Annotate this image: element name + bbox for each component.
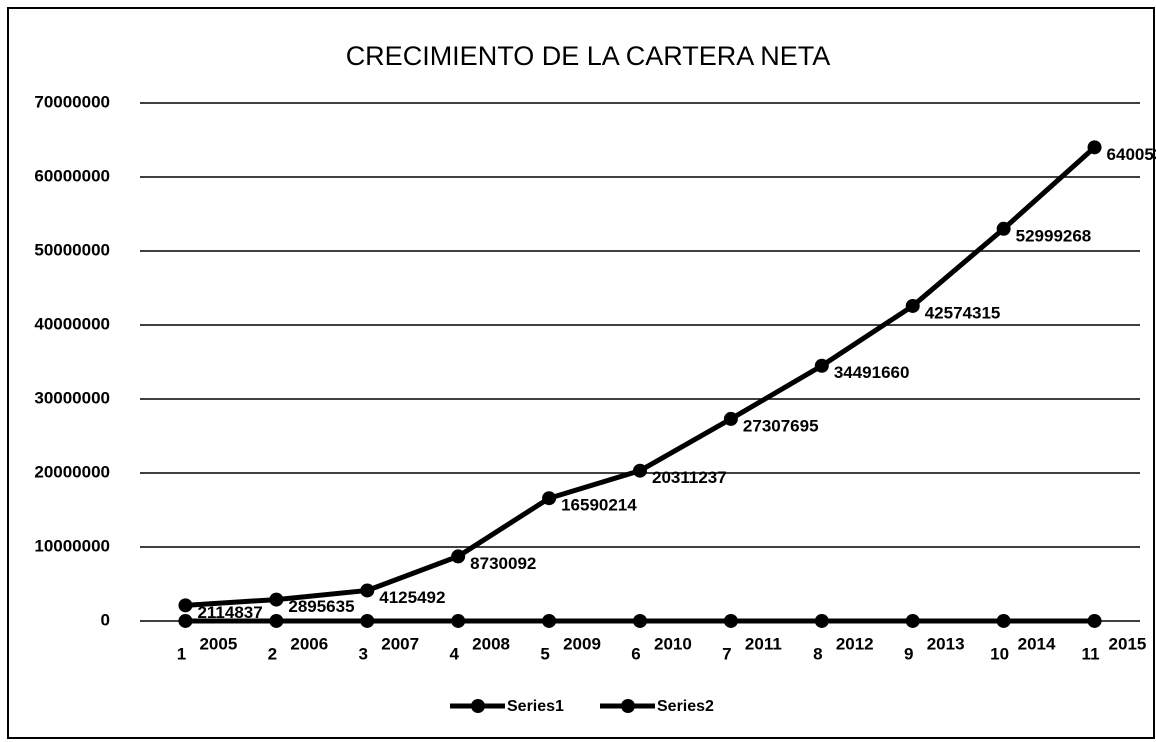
- x-tick-label: 8: [813, 644, 822, 663]
- data-label: 52999268: [1016, 226, 1092, 245]
- marker: [996, 613, 1011, 628]
- legend-label: Series1: [507, 698, 564, 715]
- x-tick-label: 11: [1082, 644, 1100, 663]
- marker: [178, 613, 193, 628]
- y-tick-label: 60000000: [34, 166, 110, 185]
- y-tick-label: 0: [101, 610, 110, 629]
- chart-title: CRECIMIENTO DE LA CARTERA NETA: [346, 41, 831, 71]
- marker: [542, 613, 557, 628]
- data-label: 4125492: [379, 588, 445, 607]
- legend-marker: [621, 699, 635, 713]
- marker: [269, 613, 284, 628]
- data-label: 2114837: [197, 603, 262, 622]
- marker: [360, 583, 375, 598]
- y-tick-label: 70000000: [34, 92, 110, 111]
- data-label: 2011: [745, 634, 782, 653]
- data-label: 8730092: [470, 554, 536, 573]
- x-tick-label: 1: [177, 644, 186, 663]
- x-tick-label: 9: [904, 644, 913, 663]
- data-label: 2009: [563, 634, 601, 653]
- data-label: 2895635: [288, 597, 354, 616]
- marker: [814, 358, 829, 373]
- marker: [451, 549, 466, 564]
- data-label: 20311237: [652, 468, 727, 487]
- marker: [633, 463, 647, 478]
- marker: [178, 598, 193, 613]
- data-label: 64005383: [1107, 145, 1156, 164]
- data-label: 27307695: [743, 416, 819, 435]
- legend-label: Series2: [657, 698, 714, 715]
- marker: [905, 613, 920, 628]
- marker: [905, 298, 920, 313]
- marker: [360, 613, 375, 628]
- marker: [451, 613, 466, 628]
- x-tick-label: 6: [631, 644, 640, 663]
- data-label: 2010: [654, 634, 692, 653]
- data-label: 2015: [1109, 634, 1147, 653]
- data-label: 2014: [1018, 634, 1056, 653]
- data-label: 2005: [199, 634, 237, 653]
- data-label: 16590214: [561, 496, 637, 515]
- x-tick-label: 3: [359, 644, 368, 663]
- x-tick-label: 10: [990, 644, 1009, 663]
- marker: [633, 613, 647, 628]
- data-label: 2008: [472, 634, 510, 653]
- legend-marker: [471, 699, 485, 713]
- x-tick-label: 5: [540, 644, 549, 663]
- marker: [723, 411, 738, 426]
- y-tick-label: 50000000: [34, 240, 110, 259]
- marker: [269, 592, 284, 607]
- marker: [1087, 140, 1102, 155]
- x-tick-label: 2: [268, 644, 277, 663]
- marker: [1087, 613, 1102, 628]
- y-tick-label: 20000000: [34, 462, 110, 481]
- marker: [996, 221, 1011, 236]
- y-tick-label: 40000000: [34, 314, 110, 333]
- chart-border: [7, 7, 1155, 739]
- data-label: 34491660: [834, 363, 910, 382]
- data-label: 2013: [927, 634, 965, 653]
- x-tick-label: 7: [722, 644, 731, 663]
- marker: [723, 613, 738, 628]
- data-label: 2012: [836, 634, 874, 653]
- data-label: 2007: [381, 634, 419, 653]
- y-tick-label: 10000000: [34, 536, 110, 555]
- data-label: 42574315: [925, 303, 1001, 322]
- x-tick-label: 4: [449, 644, 459, 663]
- y-tick-label: 30000000: [34, 388, 110, 407]
- data-label: 2006: [290, 634, 328, 653]
- marker: [542, 491, 557, 506]
- marker: [814, 613, 829, 628]
